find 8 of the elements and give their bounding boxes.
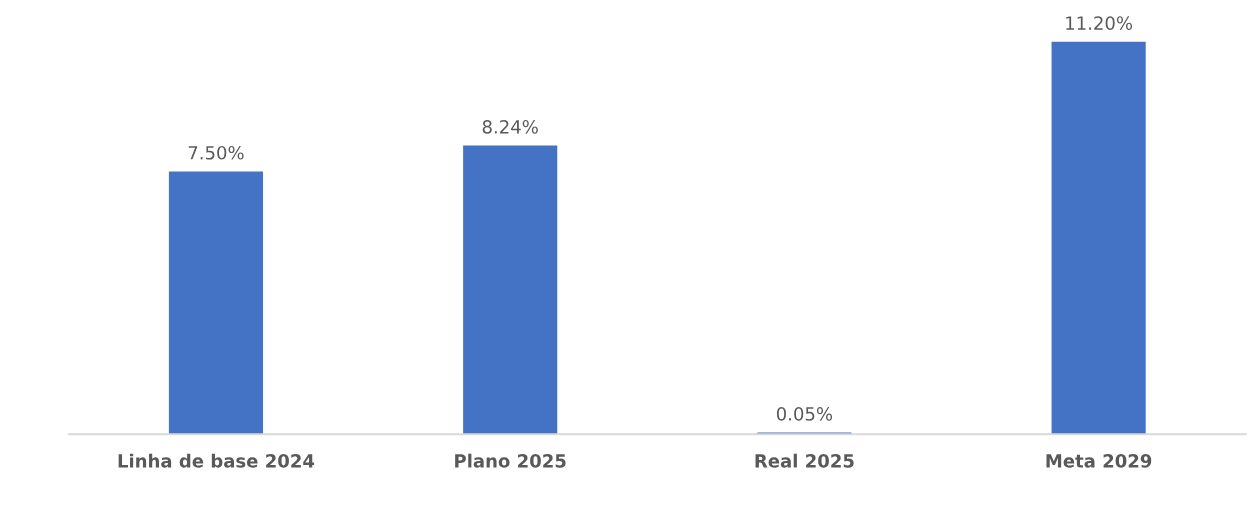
x-tick-label: Linha de base 2024: [118, 453, 315, 468]
data-label: 0.05%: [776, 407, 833, 421]
x-tick-label: Real 2025: [755, 453, 854, 468]
x-tick-label: Meta 2029: [1046, 454, 1152, 468]
data-label: 8.24%: [482, 120, 538, 134]
data-label: 7.50%: [188, 145, 244, 160]
x-tick-label: Plano 2025: [455, 453, 566, 468]
data-label: 11.20%: [1066, 16, 1133, 30]
